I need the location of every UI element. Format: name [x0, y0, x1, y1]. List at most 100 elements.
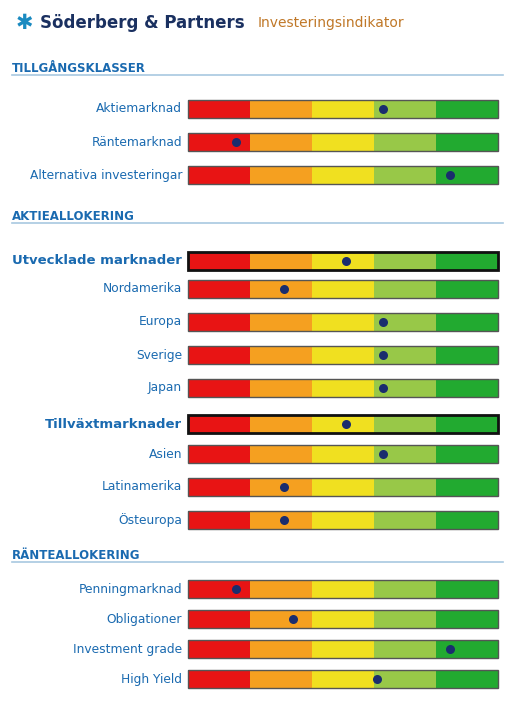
Bar	[312, 640, 374, 658]
Bar	[188, 580, 250, 598]
Bar	[250, 166, 312, 184]
Bar	[436, 445, 498, 463]
Bar	[250, 313, 312, 331]
Bar	[250, 280, 312, 298]
Bar	[312, 166, 374, 184]
Bar	[436, 478, 498, 496]
Bar	[250, 415, 312, 433]
Text: Alternativa investeringar: Alternativa investeringar	[29, 169, 182, 181]
Bar	[188, 166, 498, 184]
Bar	[436, 640, 498, 658]
Text: Sverige: Sverige	[136, 349, 182, 361]
Bar	[374, 252, 436, 270]
Text: Investeringsindikator: Investeringsindikator	[258, 16, 405, 30]
Bar	[188, 252, 498, 270]
Bar	[188, 346, 498, 364]
Text: Obligationer: Obligationer	[107, 613, 182, 626]
Bar	[250, 379, 312, 397]
Bar	[374, 280, 436, 298]
Bar	[188, 478, 250, 496]
Bar	[188, 445, 498, 463]
Bar	[312, 313, 374, 331]
Text: Asien: Asien	[148, 448, 182, 460]
Bar	[374, 133, 436, 151]
Bar	[188, 511, 498, 529]
Bar	[188, 379, 250, 397]
Bar	[188, 610, 498, 628]
Bar	[188, 415, 498, 433]
Bar	[188, 313, 250, 331]
Bar	[188, 133, 250, 151]
Bar	[188, 445, 250, 463]
Bar	[188, 100, 498, 118]
Text: ✱: ✱	[15, 13, 33, 33]
Bar	[436, 100, 498, 118]
Bar	[436, 252, 498, 270]
Bar	[374, 100, 436, 118]
Text: Aktiemarknad: Aktiemarknad	[96, 102, 182, 116]
Bar	[312, 280, 374, 298]
Bar	[250, 346, 312, 364]
Bar	[374, 640, 436, 658]
Bar	[436, 580, 498, 598]
Bar	[436, 313, 498, 331]
Text: Europa: Europa	[139, 316, 182, 328]
Text: Tillväxtmarknader: Tillväxtmarknader	[45, 417, 182, 431]
Text: High Yield: High Yield	[121, 673, 182, 686]
Bar	[436, 610, 498, 628]
Bar	[188, 133, 498, 151]
Bar	[188, 670, 250, 688]
Bar	[188, 580, 498, 598]
Bar	[250, 478, 312, 496]
Bar	[250, 511, 312, 529]
Bar	[312, 100, 374, 118]
Bar	[188, 346, 250, 364]
Bar	[188, 511, 250, 529]
Bar	[250, 100, 312, 118]
Bar	[312, 580, 374, 598]
Bar	[188, 252, 250, 270]
Bar	[250, 640, 312, 658]
Text: Latinamerika: Latinamerika	[102, 481, 182, 493]
Bar	[436, 346, 498, 364]
Text: RÄNTEALLOKERING: RÄNTEALLOKERING	[12, 549, 141, 562]
Bar	[312, 133, 374, 151]
Bar	[188, 100, 250, 118]
Bar	[374, 313, 436, 331]
Bar	[374, 445, 436, 463]
Bar	[188, 280, 498, 298]
Bar	[436, 166, 498, 184]
Text: Penningmarknad: Penningmarknad	[78, 582, 182, 595]
Bar	[312, 346, 374, 364]
Bar	[188, 379, 498, 397]
Bar	[188, 640, 250, 658]
Bar	[374, 670, 436, 688]
Bar	[188, 670, 498, 688]
Bar	[250, 580, 312, 598]
Bar	[374, 379, 436, 397]
Bar	[250, 445, 312, 463]
Text: TILLGÅNGSKLASSER: TILLGÅNGSKLASSER	[12, 62, 146, 75]
Bar	[250, 252, 312, 270]
Bar	[312, 445, 374, 463]
Bar	[188, 610, 250, 628]
Bar	[374, 478, 436, 496]
Bar	[312, 610, 374, 628]
Bar	[312, 252, 374, 270]
Bar	[250, 610, 312, 628]
Bar	[312, 511, 374, 529]
Bar	[436, 415, 498, 433]
Bar	[188, 166, 250, 184]
Bar	[436, 511, 498, 529]
Bar	[188, 640, 498, 658]
Text: Söderberg & Partners: Söderberg & Partners	[40, 14, 245, 32]
Bar	[436, 379, 498, 397]
Bar	[436, 670, 498, 688]
Bar	[374, 415, 436, 433]
Text: Östeuropa: Östeuropa	[118, 513, 182, 527]
Bar	[188, 280, 250, 298]
Text: Räntemarknad: Räntemarknad	[91, 136, 182, 148]
Bar	[250, 670, 312, 688]
Text: Japan: Japan	[148, 381, 182, 395]
Bar	[250, 133, 312, 151]
